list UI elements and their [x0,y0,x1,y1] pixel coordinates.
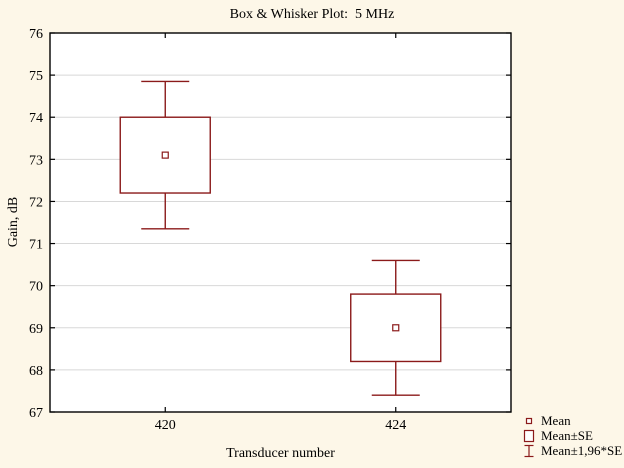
y-tick-label: 68 [29,364,43,379]
y-tick-label: 76 [29,27,43,42]
mean-marker-420 [161,151,169,159]
y-tick-label: 71 [29,238,43,253]
legend-item-mean-196se: Mean±1,96*SE [521,443,622,458]
x-tick-label: 424 [385,418,406,433]
y-tick-label: 73 [29,153,43,168]
legend-label-mean-196se: Mean±1,96*SE [541,443,623,458]
legend-item-mean-se: Mean±SE [521,428,622,443]
x-axis-title: Transducer number [226,446,335,461]
legend-label-mean: Mean [541,413,571,428]
legend: Mean Mean±SE Mean±1,96*SE [521,413,622,458]
y-axis-title: Gain, dB [6,196,21,248]
y-tick-label: 70 [29,280,43,295]
plot-frame [49,32,512,413]
whisker-icon [524,444,534,457]
y-tick-label: 67 [29,406,43,421]
legend-label-mean-se: Mean±SE [541,428,593,443]
x-tick-label: 420 [155,418,176,433]
box-icon [523,429,535,442]
plot-background [50,33,511,412]
mean-marker-icon [525,417,533,424]
y-tick-label: 69 [29,322,43,337]
y-tick-label: 72 [29,195,43,210]
mean-marker-424 [392,324,400,332]
y-tick-label: 75 [29,69,43,84]
y-tick-label: 74 [29,111,43,126]
chart-title: Box & Whisker Plot: 5 MHz [229,7,395,22]
legend-item-mean: Mean [521,413,622,428]
